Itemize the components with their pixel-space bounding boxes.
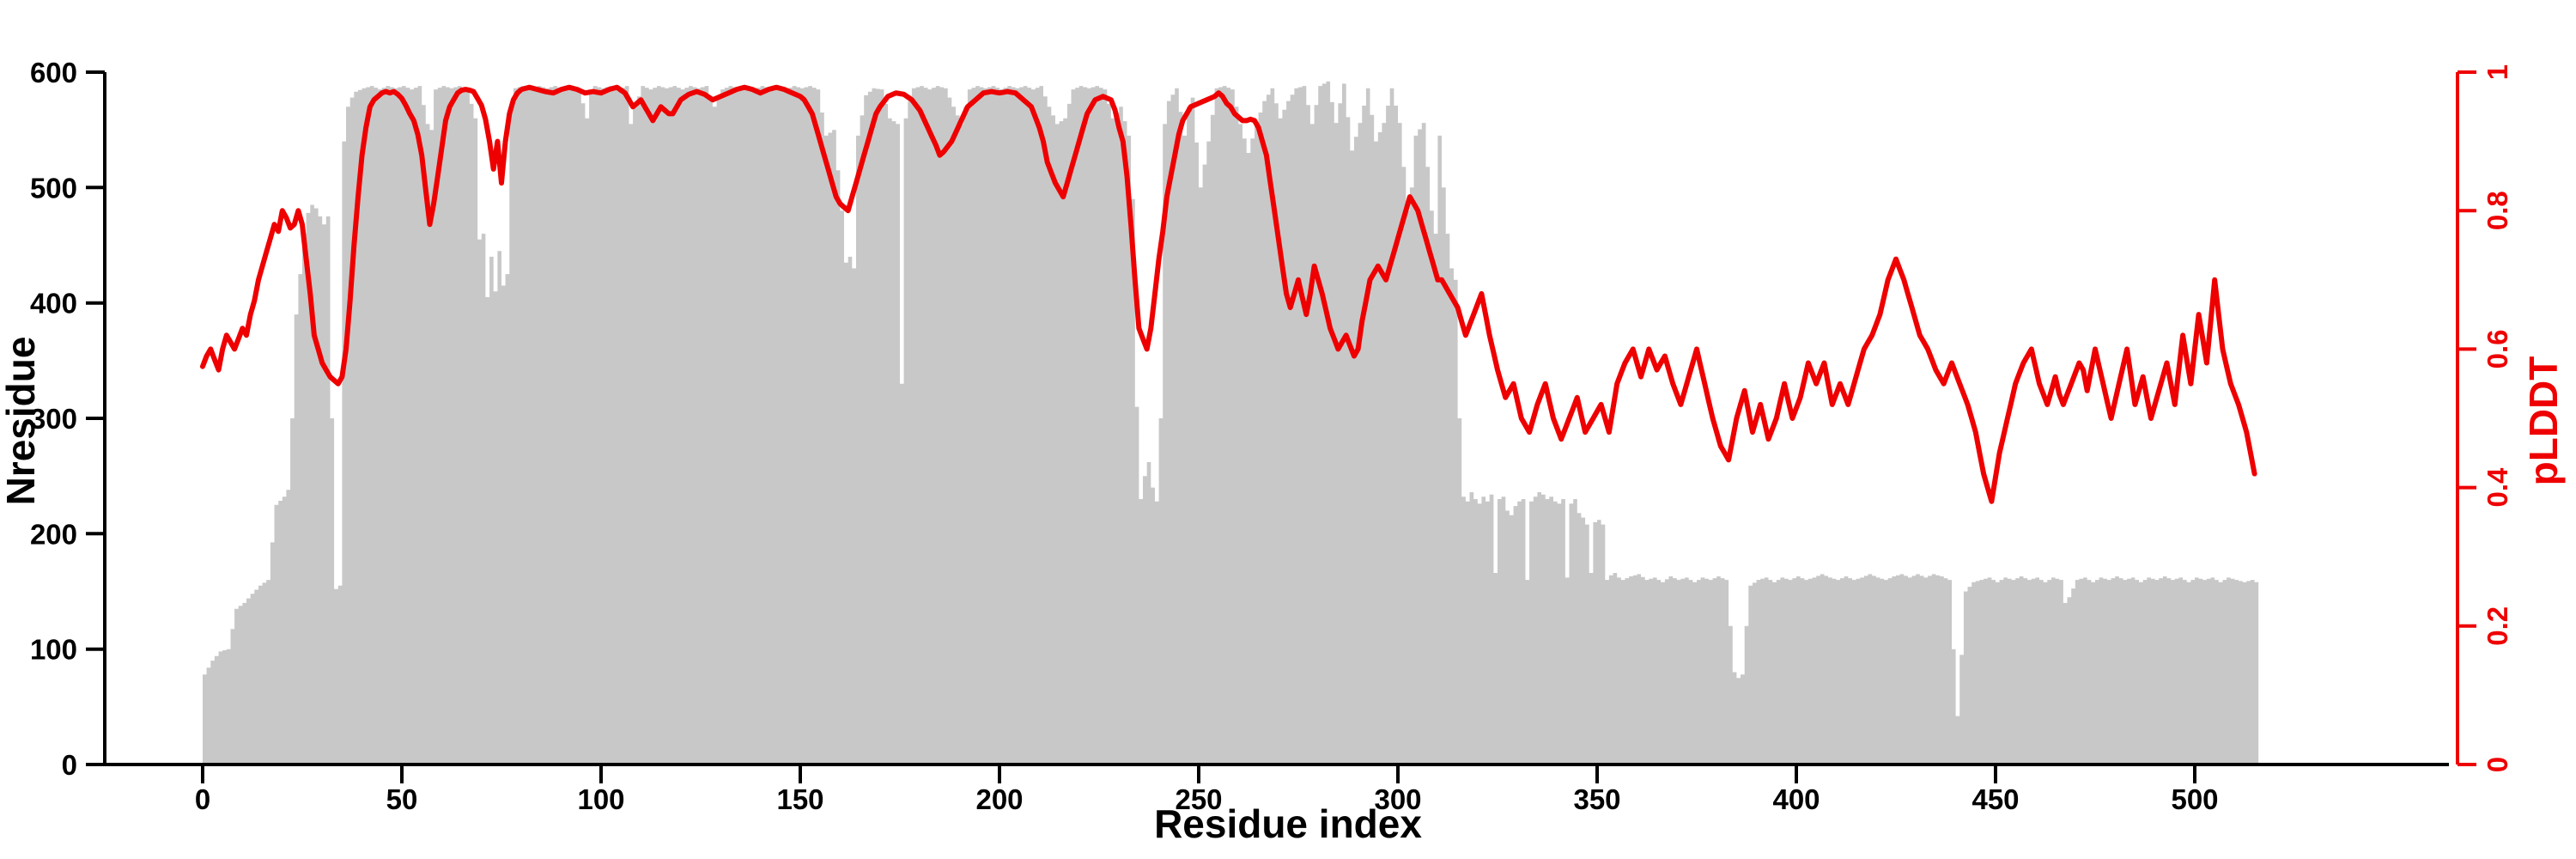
plddt-line-series: [200, 84, 2257, 504]
y-left-tick-label: 100: [30, 634, 77, 666]
y-left-tick-label: 200: [30, 518, 77, 550]
x-tick-label: 200: [975, 783, 1023, 815]
y-right-tick-label: 0.8: [2482, 191, 2513, 230]
x-axis-label: Residue index: [1154, 801, 1422, 846]
y-right-tick-label: 1: [2482, 64, 2513, 80]
y-right-tick-label: 0.2: [2482, 606, 2513, 646]
nresidue-bars-series: [203, 81, 2259, 765]
y-right-tick-label: 0: [2482, 757, 2513, 772]
y-left-tick-label: 300: [30, 403, 77, 435]
y-left-tick-label: 400: [30, 288, 77, 320]
y-right-tick-label: 0.4: [2482, 467, 2513, 508]
x-tick-label: 100: [577, 783, 624, 815]
y-axis-left-label: Nresidue: [0, 337, 43, 506]
axes: [86, 70, 2476, 783]
x-tick-label: 50: [386, 783, 418, 815]
x-tick-label: 400: [1772, 783, 1820, 815]
y-right-tick-label: 0.6: [2482, 329, 2513, 369]
x-tick-label: 450: [1971, 783, 2019, 815]
x-tick-label: 500: [2171, 783, 2218, 815]
y-left-tick-label: 600: [30, 57, 77, 88]
x-tick-label: 350: [1573, 783, 1620, 815]
nresidue-bars: [203, 81, 2259, 765]
y-left-tick-label: 0: [62, 749, 77, 781]
x-tick-label: 150: [776, 783, 823, 815]
tick-labels: 0 50 100 150 200 250 300 350 400 450 500 0 100 200 300…: [30, 57, 2513, 815]
x-tick-label: 250: [1175, 783, 1222, 815]
y-left-tick-label: 500: [30, 172, 77, 204]
x-tick-label: 0: [195, 783, 210, 815]
plddt-line: [200, 84, 2257, 504]
y-axis-right-label: pLDDT: [2521, 356, 2566, 486]
x-tick-label: 300: [1374, 783, 1421, 815]
